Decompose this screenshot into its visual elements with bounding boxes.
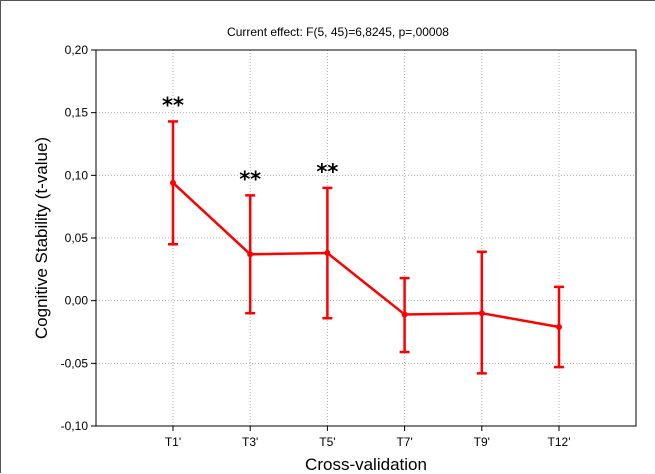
data-point: [324, 250, 331, 257]
x-axis-title: Cross-validation: [305, 455, 427, 474]
significance-annotation: **: [239, 167, 261, 191]
data-point: [478, 310, 485, 317]
y-tick-label: -0,05: [61, 356, 89, 370]
y-tick-label: 0,05: [65, 231, 89, 245]
data-point: [556, 323, 562, 330]
x-axis: T1' T3' T5' T7' T9' T12': [165, 426, 571, 449]
x-tick-label: T1': [165, 435, 181, 449]
annotation-layer: ** ** **: [162, 93, 338, 191]
significance-annotation: **: [162, 93, 184, 117]
y-tick-label: 0,10: [65, 168, 89, 182]
x-tick-label: T5': [319, 435, 335, 449]
x-tick-label: T7': [396, 435, 412, 449]
x-tick-label: T9': [474, 435, 490, 449]
x-tick-label: T3': [242, 435, 258, 449]
y-tick-label: 0,20: [65, 43, 89, 57]
significance-annotation: **: [316, 160, 338, 184]
y-axis: 0,20 0,15 0,10 0,05 0,00 -0,05 -0,10: [61, 43, 96, 433]
data-point: [401, 311, 408, 318]
data-point: [170, 179, 176, 186]
x-tick-label: T12': [548, 435, 571, 449]
y-axis-title: Cognitive Stability (t-value): [32, 137, 51, 339]
grid-layer: [96, 50, 636, 426]
data-point: [247, 251, 254, 258]
data-layer: [168, 120, 564, 375]
chart-title: Current effect: F(5, 45)=6,8245, p=,0000…: [227, 25, 449, 39]
series-line: [172, 181, 560, 329]
y-tick-label: 0,15: [65, 106, 89, 120]
y-tick-label: -0,10: [61, 419, 89, 433]
y-tick-label: 0,00: [65, 294, 89, 308]
